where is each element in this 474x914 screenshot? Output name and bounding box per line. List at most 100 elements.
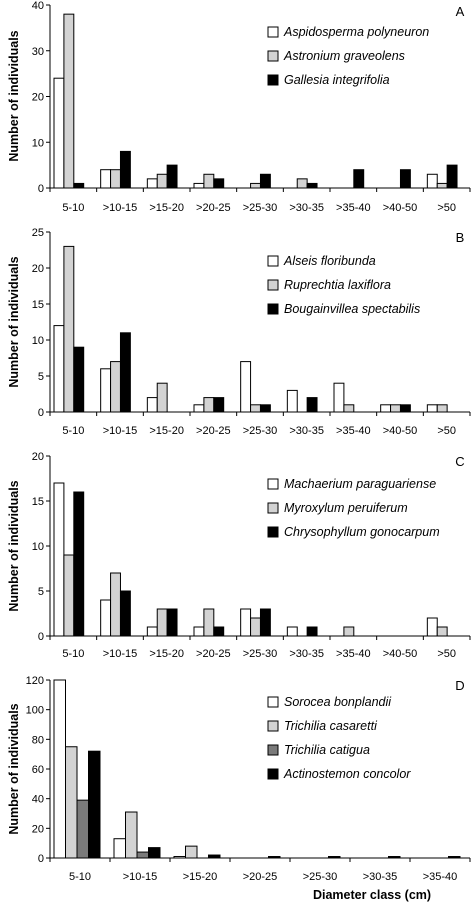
y-tick-label: 20 [32,263,44,275]
bar [306,626,318,637]
x-tick-label: >20-25 [196,202,231,214]
x-tick-label: >20-25 [196,425,231,437]
bar [166,164,178,189]
x-tick-label: >15-20 [149,202,184,214]
bar [213,178,225,189]
legend-label: Machaerium paraguariense [284,477,436,491]
bar [119,150,131,189]
bar [250,617,261,637]
panel-letter: A [456,4,465,19]
legend-label: Myroxylum peruiferum [284,501,408,515]
bar [193,626,205,637]
bar [88,750,101,859]
bar [110,572,121,637]
panel-letter: B [456,230,465,245]
x-tick-label: >30-35 [289,425,324,437]
x-tick-label: >40-50 [383,202,418,214]
y-tick-label: 40 [32,0,44,12]
legend-swatch [267,303,279,315]
y-tick-label: 15 [32,299,44,311]
y-axis-title: Number of individuals [7,703,21,834]
bar [203,608,215,637]
x-tick-label: >30-35 [289,648,324,660]
y-tick-label: 0 [38,853,44,865]
bar [388,856,401,859]
chart-panel-d: 0 20 40 60 80 100 120 Number of individuals 5-10… [7,675,471,883]
bar [136,851,149,859]
x-tick-label: >50 [437,202,456,214]
x-tick-label: 5-10 [62,648,84,660]
x-tick-label: >40-50 [383,425,418,437]
bar [250,182,261,189]
bar [448,856,461,859]
y-tick-label: 40 [32,794,44,806]
x-tick-label: >30-35 [363,871,398,883]
bar [399,169,411,189]
x-tick-label: >20-25 [243,871,278,883]
bar [100,599,112,637]
bar [426,404,438,413]
bar [113,838,126,859]
x-tick-label: 5-10 [62,202,84,214]
bar [73,346,85,413]
x-tick-label: >15-20 [149,425,184,437]
y-tick-label: 100 [26,705,44,717]
x-tick-label: >25-30 [303,871,338,883]
legend-label: Astronium graveolens [283,49,405,63]
y-tick-label: 15 [32,496,44,508]
legend-label: Bougainvillea spectabilis [284,302,420,316]
bar [399,404,411,413]
y-axis-title: Number of individuals [7,30,21,161]
bar [426,173,438,189]
legend-swatch [267,744,279,756]
x-tick-label: >25-30 [243,648,278,660]
y-tick-label: 25 [32,227,44,239]
bar [426,617,438,637]
bar [63,245,75,413]
bar [380,404,392,413]
legend-label: Chrysophyllum gonocarpum [284,525,440,539]
x-tick-label: >10-15 [103,202,138,214]
y-tick-label: 0 [38,631,44,643]
bar [100,169,112,189]
bar [146,626,158,637]
legend-swatch [267,478,279,490]
bar [250,404,261,413]
legend-swatch [267,279,279,291]
y-tick-label: 20 [32,823,44,835]
legend-swatch [267,720,279,732]
bar [148,847,161,859]
y-tick-label: 60 [32,764,44,776]
bar [436,404,448,413]
bar [156,173,168,189]
bar [110,361,121,413]
bar [203,173,215,189]
bar [119,590,131,637]
x-tick-label: 5-10 [62,425,84,437]
bar [259,173,271,189]
x-tick-label: >20-25 [196,648,231,660]
bar [343,626,355,637]
bar [166,608,178,637]
x-tick-label: >35-40 [336,425,371,437]
bar [259,404,271,413]
y-tick-label: 120 [26,675,44,687]
legend-swatch [267,502,279,514]
y-tick-label: 5 [38,586,44,598]
x-tick-label: >50 [437,425,456,437]
chart-panel-b: 0 5 10 15 20 25 Number of individuals 5-10 >10-1… [7,227,471,437]
x-tick-label: >40-50 [383,648,418,660]
legend-swatch [267,768,279,780]
x-tick-label: >10-15 [123,871,158,883]
bar [306,182,318,189]
bar [333,382,345,413]
legend-swatch [267,696,279,708]
y-axis-title: Number of individuals [7,480,21,611]
bar [328,856,341,859]
bar [208,854,221,859]
bar [53,325,65,413]
y-axis-title: Number of individuals [7,256,21,387]
y-tick-label: 10 [32,335,44,347]
panel-letter: C [455,454,464,469]
x-tick-label: >15-20 [149,648,184,660]
